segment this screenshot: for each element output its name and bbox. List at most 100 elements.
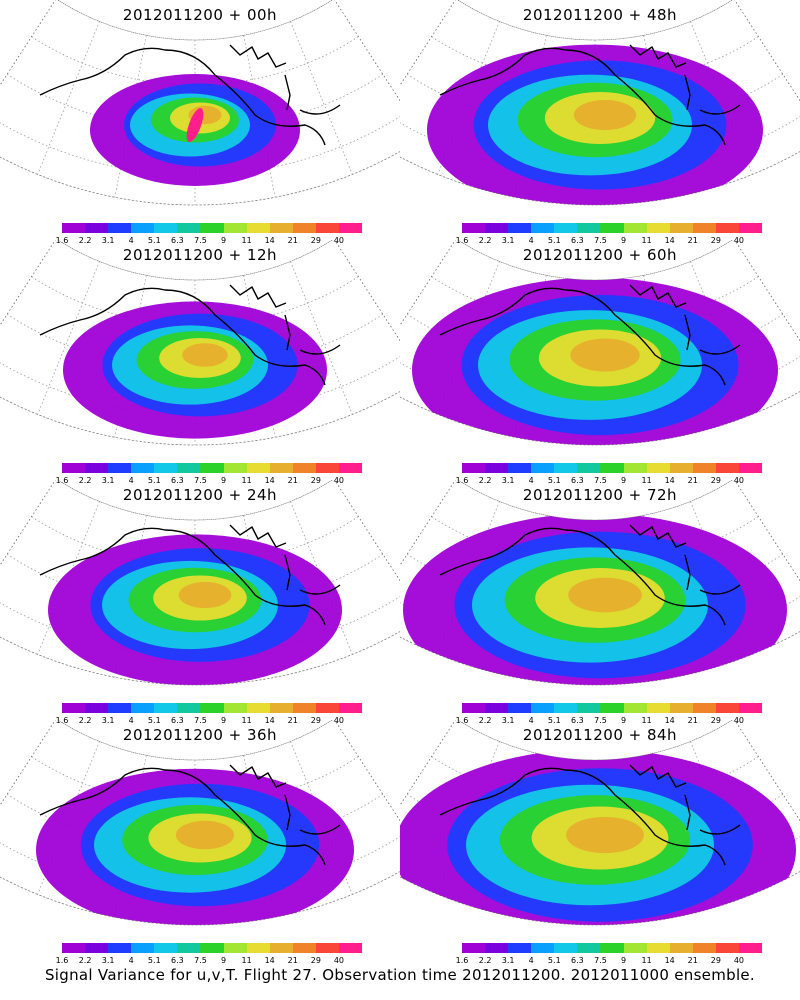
colorbar-label: 7.5 (594, 236, 607, 245)
colorbar-segment (646, 943, 670, 953)
colorbar-label: 4 (528, 476, 534, 485)
colorbar-segment (485, 223, 509, 233)
colorbar-label: 9 (220, 956, 227, 965)
colorbar-label: 14 (264, 956, 275, 965)
colorbar-label: 21 (287, 236, 298, 245)
colorbar-label: 11 (241, 716, 252, 725)
colorbar-segment (223, 463, 247, 473)
map-panel: 2012011200 + 60h 1.6 2.2 3.1 4 5.1 6.3 7.5 9 11 14… (400, 240, 800, 485)
colorbar-label: 6.3 (171, 716, 184, 725)
colorbar-labels: 1.6 2.2 3.1 4 5.1 6.3 7.5 9 11 14 21 29 40 (456, 476, 762, 486)
colorbar-segment (177, 463, 201, 473)
colorbar-segment (692, 943, 716, 953)
colorbar-segment (62, 223, 86, 233)
colorbar-segment (338, 463, 363, 473)
colorbar-segment (131, 943, 155, 953)
colorbar-segment (577, 463, 601, 473)
colorbar-label: 1.6 (55, 716, 69, 725)
colorbar-segment (85, 943, 109, 953)
colorbar-segment (508, 703, 532, 713)
colorbar-label: 1.6 (455, 476, 469, 485)
panel-title: 2012011200 + 12h (122, 246, 278, 264)
colorbar-label: 3.1 (501, 236, 515, 245)
colorbar-segment (738, 463, 763, 473)
map-panel: 2012011200 + 00h 1.6 2.2 3.1 4 5.1 6.3 7.5 9 11 14… (0, 0, 400, 245)
coastline (39, 764, 341, 866)
variance-field (36, 768, 354, 925)
panel-title: 2012011200 + 36h (122, 726, 278, 744)
colorbar-label: 1.6 (455, 956, 469, 965)
colorbar-label: 7.5 (194, 716, 207, 725)
colorbar-segment (315, 463, 339, 473)
colorbar-segment (485, 703, 509, 713)
coastline (439, 764, 741, 866)
variance-field (90, 74, 300, 186)
colorbar-segment (531, 463, 555, 473)
colorbar-segment (600, 463, 624, 473)
map-frame (400, 240, 800, 446)
colorbar-segment (531, 223, 555, 233)
colorbar (462, 943, 763, 953)
colorbar-label: 4 (128, 716, 134, 725)
panel-title: 2012011200 + 00h (122, 6, 278, 24)
colorbar-segment (338, 703, 363, 713)
colorbar-label: 2.2 (478, 476, 492, 485)
coastline (39, 284, 341, 386)
colorbar-label: 4 (128, 956, 134, 965)
colorbar-label: 11 (241, 956, 252, 965)
colorbar-label: 5.1 (147, 956, 161, 965)
colorbar-label: 9 (220, 716, 227, 725)
map-panel: 2012011200 + 36h 1.6 2.2 3.1 4 5.1 6.3 7.5 9 11 14… (0, 720, 400, 965)
colorbar-segment (623, 463, 647, 473)
variance-map (0, 720, 400, 926)
colorbar-segment (462, 223, 486, 233)
colorbar-segment (508, 943, 532, 953)
colorbar-label: 3.1 (101, 236, 115, 245)
colorbar-label: 9 (620, 476, 627, 485)
colorbar (462, 463, 763, 473)
colorbar-label: 40 (333, 476, 345, 485)
colorbar-label: 40 (733, 236, 745, 245)
colorbar-label: 2.2 (78, 716, 92, 725)
colorbar-segment (154, 703, 178, 713)
colorbar-segment (269, 463, 293, 473)
colorbar-label: 21 (687, 476, 698, 485)
colorbar-segment (462, 703, 486, 713)
colorbar-label: 7.5 (594, 476, 607, 485)
colorbar-segment (108, 943, 132, 953)
colorbar-label: 2.2 (78, 476, 92, 485)
map-panel: 2012011200 + 84h 1.6 2.2 3.1 4 5.1 6.3 7.5 9 11 14… (400, 720, 800, 965)
colorbar-label: 6.3 (571, 476, 584, 485)
variance-field (412, 277, 778, 445)
colorbar-label: 2.2 (478, 716, 492, 725)
colorbar-segment (531, 703, 555, 713)
colorbar-segment (669, 463, 693, 473)
variance-map (0, 0, 400, 206)
colorbar-segment (692, 223, 716, 233)
colorbar-label: 11 (241, 476, 252, 485)
colorbar-segment (62, 463, 86, 473)
colorbar-segment (292, 943, 316, 953)
colorbar-label: 3.1 (501, 476, 515, 485)
colorbar-labels: 1.6 2.2 3.1 4 5.1 6.3 7.5 9 11 14 21 29 40 (456, 236, 762, 246)
colorbar-segment (269, 943, 293, 953)
colorbar-segment (669, 943, 693, 953)
colorbar-segment (85, 463, 109, 473)
colorbar-labels: 1.6 2.2 3.1 4 5.1 6.3 7.5 9 11 14 21 29 40 (456, 716, 762, 726)
colorbar-segment (85, 223, 109, 233)
colorbar-segment (508, 463, 532, 473)
colorbar-label: 4 (528, 956, 534, 965)
colorbar-segment (692, 703, 716, 713)
colorbar-label: 21 (287, 476, 298, 485)
colorbar-segment (223, 223, 247, 233)
colorbar-label: 2.2 (478, 956, 492, 965)
colorbar-label: 1.6 (455, 236, 469, 245)
colorbar-label: 9 (620, 236, 627, 245)
colorbar-label: 6.3 (571, 956, 584, 965)
colorbar-segment (223, 703, 247, 713)
colorbar-label: 1.6 (455, 716, 469, 725)
colorbar-label: 3.1 (101, 956, 115, 965)
colorbar-label: 14 (664, 716, 675, 725)
colorbar-label: 4 (528, 236, 534, 245)
colorbar-segment (200, 463, 224, 473)
